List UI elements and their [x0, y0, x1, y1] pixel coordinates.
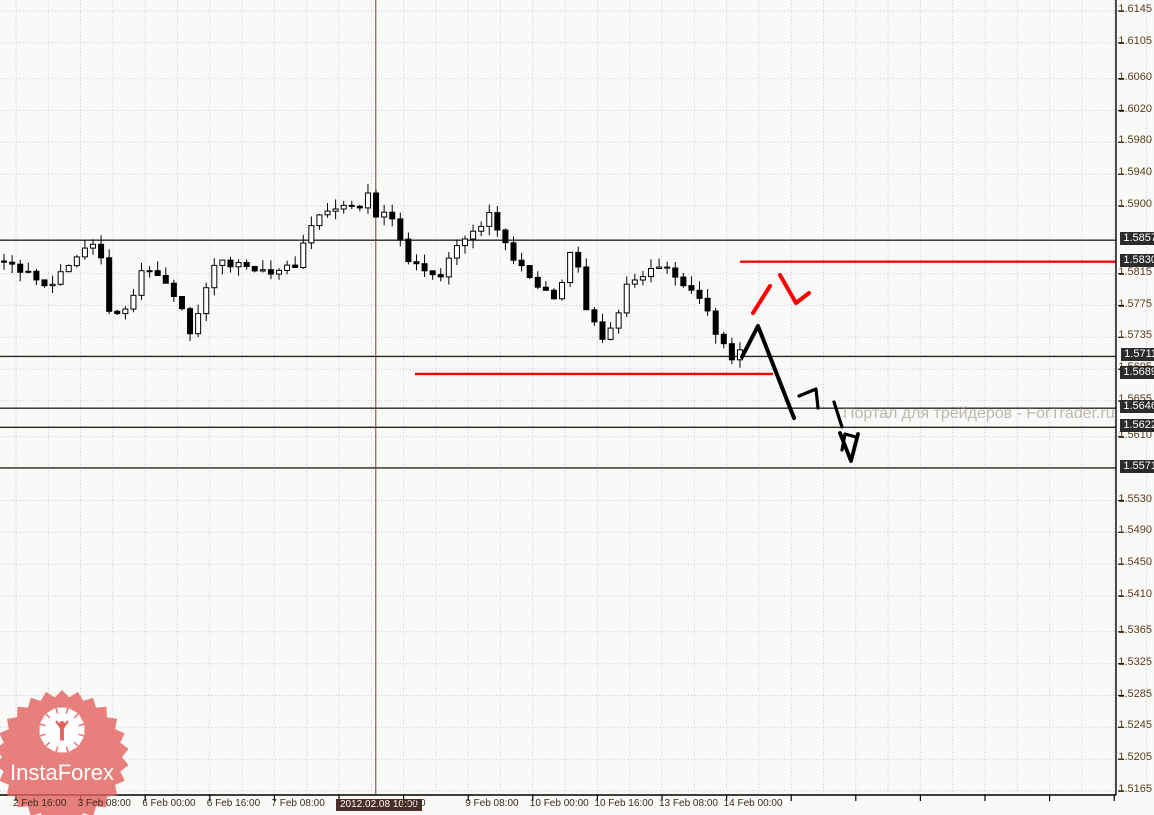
svg-text:InstaForex: InstaForex	[10, 760, 114, 785]
